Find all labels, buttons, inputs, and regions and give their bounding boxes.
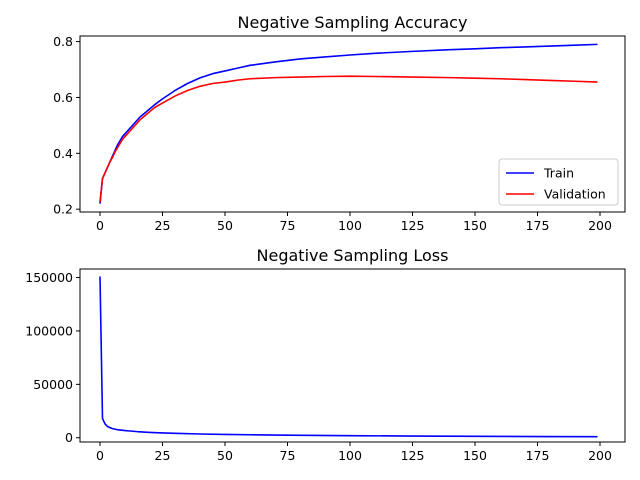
accuracy-x-tick-label: 150	[463, 218, 487, 233]
loss-series-loss-line	[99, 276, 598, 438]
accuracy-plot-frame	[79, 35, 626, 213]
loss-x-tick-label: 0	[96, 448, 104, 463]
accuracy-chart: Negative Sampling Accuracy 0 25 50 75 100 125…	[53, 13, 626, 233]
loss-y-tick-label: 50000	[33, 377, 73, 392]
accuracy-legend-label-validation: Validation	[544, 187, 606, 202]
accuracy-x-tick-label: 100	[338, 218, 362, 233]
loss-x-tick-label: 125	[401, 448, 425, 463]
loss-y-tick-label: 150000	[25, 270, 73, 285]
loss-y-tick-label: 100000	[25, 323, 73, 338]
accuracy-series-train-line	[99, 43, 598, 204]
accuracy-y-tick-label: 0.6	[53, 90, 73, 105]
accuracy-series-validation-line	[99, 75, 598, 203]
accuracy-legend-label-train: Train	[543, 166, 574, 181]
loss-x-tick-label: 25	[155, 448, 171, 463]
loss-chart: Negative Sampling Loss 0 25 50 75 100 125 150 1…	[25, 246, 626, 463]
accuracy-x-tick-label: 50	[217, 218, 233, 233]
accuracy-x-tick-label: 0	[96, 218, 104, 233]
loss-x-tick-label: 100	[338, 448, 362, 463]
accuracy-x-tick-label: 175	[526, 218, 550, 233]
accuracy-legend: Train Validation	[498, 158, 619, 206]
loss-y-tick-label: 0	[65, 430, 73, 445]
accuracy-x-tick-label: 200	[588, 218, 612, 233]
loss-x-tick-label: 50	[217, 448, 233, 463]
accuracy-y-tick-label: 0.2	[53, 202, 73, 217]
loss-chart-title: Negative Sampling Loss	[257, 246, 449, 265]
accuracy-x-tick-label: 125	[401, 218, 425, 233]
loss-x-tick-label: 150	[463, 448, 487, 463]
accuracy-chart-title: Negative Sampling Accuracy	[238, 13, 468, 32]
accuracy-y-tick-label: 0.4	[53, 146, 73, 161]
loss-x-tick-label: 75	[280, 448, 296, 463]
loss-x-tick-label: 175	[526, 448, 550, 463]
loss-x-tick-label: 200	[588, 448, 612, 463]
accuracy-y-tick-label: 0.8	[53, 34, 73, 49]
loss-plot-frame	[79, 268, 626, 443]
accuracy-x-tick-label: 75	[280, 218, 296, 233]
accuracy-x-tick-label: 25	[155, 218, 171, 233]
